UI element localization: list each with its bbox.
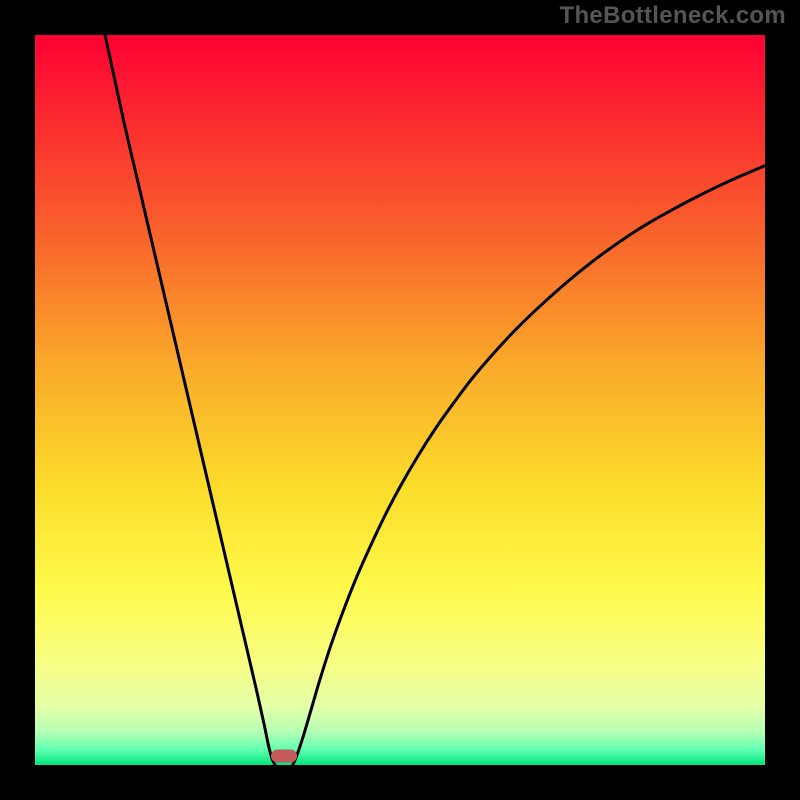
watermark-text: TheBottleneck.com: [560, 2, 786, 30]
curves-layer: [35, 35, 765, 765]
plot-area: [35, 35, 765, 765]
left-curve: [105, 35, 275, 765]
chart-container: TheBottleneck.com: [0, 0, 800, 800]
sweet-spot-marker: [271, 750, 297, 763]
right-curve: [293, 166, 765, 765]
